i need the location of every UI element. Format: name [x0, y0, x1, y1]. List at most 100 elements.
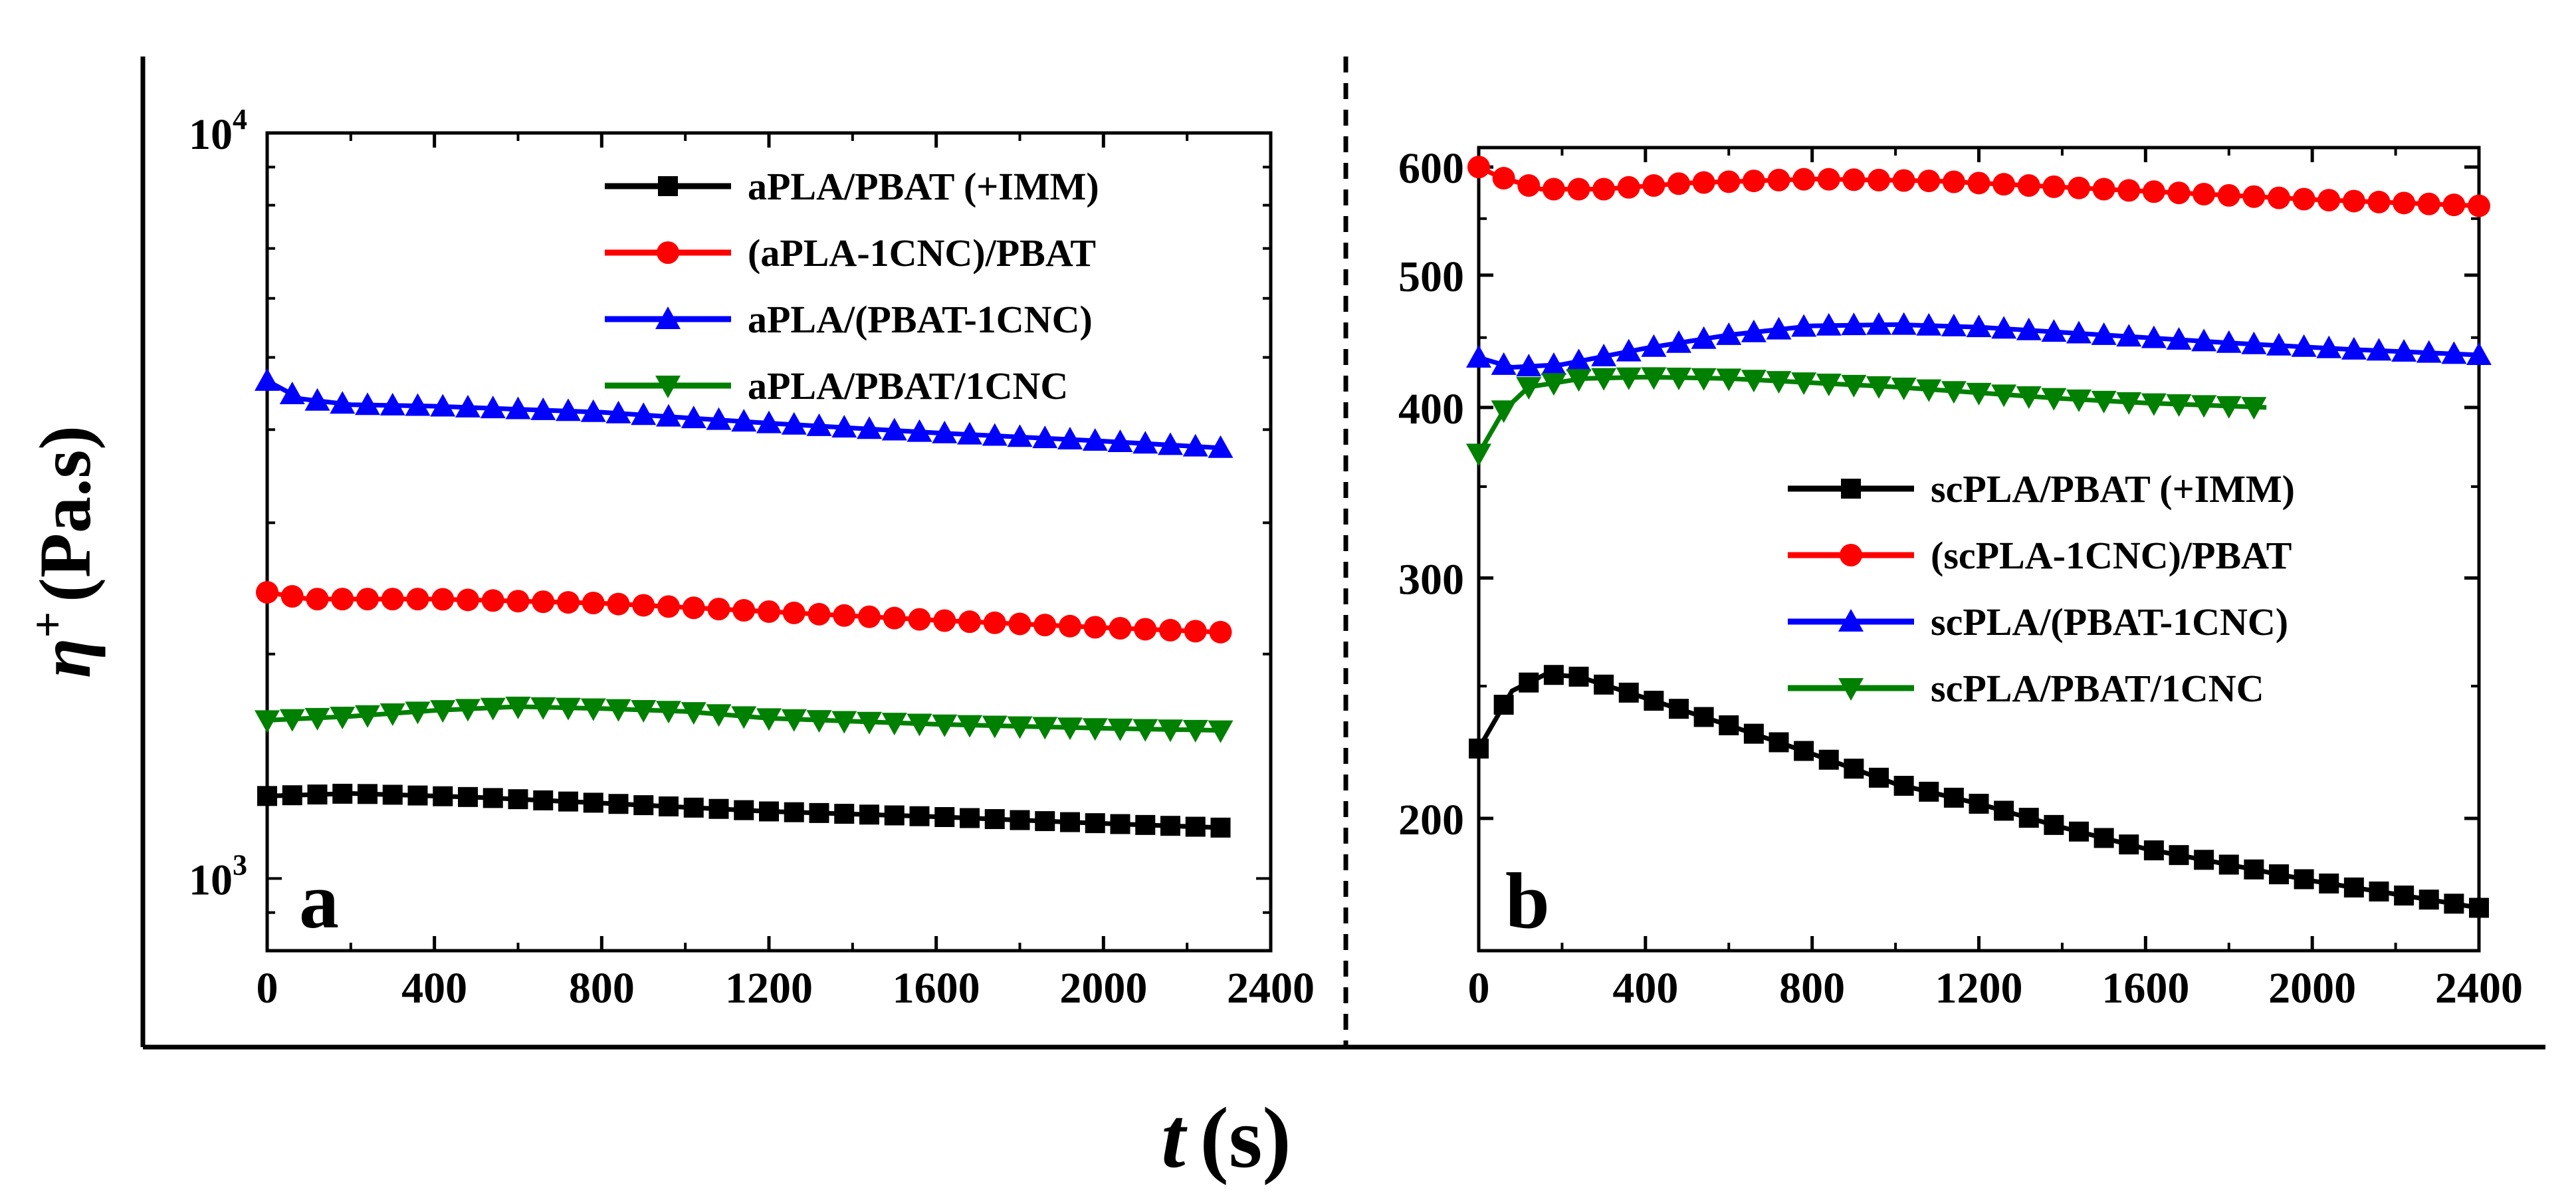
data-point	[1616, 338, 1642, 362]
data-point	[1519, 672, 1539, 693]
data-point	[907, 419, 932, 442]
data-point	[1083, 616, 1107, 639]
data-point	[1208, 720, 1234, 743]
data-point	[2092, 178, 2115, 201]
data-point	[330, 707, 356, 730]
x-tick-label: 400	[1612, 964, 1678, 1013]
data-point	[2469, 898, 2489, 918]
data-point	[1135, 814, 1156, 835]
data-point	[2016, 317, 2042, 340]
data-point	[582, 592, 605, 615]
data-point	[257, 786, 277, 806]
data-point	[2169, 845, 2189, 866]
data-point	[556, 398, 581, 421]
data-point	[1916, 312, 1942, 336]
data-point	[306, 588, 329, 611]
data-point	[2093, 828, 2114, 848]
legend-marker	[1841, 479, 1861, 499]
data-point	[1491, 400, 1517, 423]
data-point	[382, 784, 403, 805]
data-point	[1182, 719, 1208, 743]
legend-label: aPLA/PBAT/1CNC	[748, 364, 1068, 408]
data-point	[556, 697, 581, 721]
data-point	[1517, 174, 1541, 197]
data-point	[1766, 316, 1792, 340]
data-point	[2194, 850, 2214, 870]
data-point	[1842, 168, 1866, 191]
data-point	[1919, 781, 1939, 802]
data-point	[530, 397, 556, 420]
data-point	[2269, 864, 2289, 885]
legend-label: aPLA/PBAT (+IMM)	[748, 165, 1099, 208]
data-point	[784, 802, 804, 822]
data-point	[1007, 424, 1033, 447]
data-point	[781, 412, 807, 435]
y-tick-base: 10	[189, 110, 233, 159]
data-point	[1942, 170, 1965, 193]
data-point	[960, 808, 980, 828]
data-point	[2466, 342, 2492, 365]
data-point	[1666, 330, 1691, 353]
legend-label: aPLA/(PBAT-1CNC)	[748, 298, 1093, 341]
data-point	[583, 792, 603, 813]
data-point	[1642, 174, 1665, 197]
data-point	[1616, 367, 1642, 390]
data-point	[1591, 343, 1617, 366]
data-point	[1107, 429, 1133, 453]
data-point	[255, 710, 280, 733]
data-point	[1994, 800, 2014, 821]
data-point	[1741, 370, 1767, 393]
data-point	[1466, 345, 1491, 368]
data-point	[280, 585, 304, 608]
data-point	[1033, 614, 1057, 637]
data-point	[1794, 741, 1814, 761]
data-point	[331, 588, 354, 611]
data-point	[881, 713, 907, 736]
data-point	[1816, 374, 1842, 397]
data-point	[279, 709, 305, 732]
legend-label: scPLA/(PBAT-1CNC)	[1931, 600, 2288, 644]
data-point	[330, 391, 356, 414]
data-point	[759, 801, 779, 822]
data-point	[2119, 834, 2139, 855]
data-point	[1891, 312, 1917, 335]
data-point	[1082, 427, 1108, 451]
data-point	[1719, 715, 1739, 735]
data-point	[2416, 340, 2442, 363]
data-point	[1641, 334, 1667, 357]
data-point	[580, 698, 606, 721]
series-aPLA/(PBAT-1CNC)	[255, 368, 1234, 458]
data-point	[2117, 179, 2141, 202]
data-point	[1516, 354, 1542, 377]
data-point	[983, 611, 1006, 634]
data-point	[506, 590, 530, 613]
data-point	[505, 396, 531, 420]
data-point	[2241, 397, 2267, 420]
data-point	[1716, 368, 1742, 392]
data-point	[1543, 665, 1564, 685]
data-point	[1107, 718, 1133, 741]
data-point	[358, 784, 377, 804]
data-point	[1467, 156, 1490, 179]
data-point	[431, 588, 455, 611]
data-point	[782, 601, 805, 624]
data-point	[1591, 368, 1617, 391]
series-scPLA/(PBAT-1CNC)	[1466, 312, 2492, 377]
data-point	[608, 794, 629, 814]
legend-marker	[1840, 544, 1862, 566]
data-point	[1742, 170, 1765, 193]
x-axis-unit: (s)	[1200, 1090, 1291, 1186]
data-point	[379, 703, 405, 727]
data-point	[605, 699, 631, 722]
data-point	[732, 599, 756, 622]
data-point	[2068, 176, 2090, 199]
data-point	[433, 786, 453, 806]
data-point	[1032, 425, 1058, 449]
data-point	[2341, 336, 2367, 360]
data-point	[1866, 312, 1891, 335]
data-point	[2116, 324, 2142, 347]
x-tick-label: 1200	[1935, 964, 2023, 1013]
data-point	[1892, 169, 1915, 192]
data-point	[631, 402, 657, 425]
